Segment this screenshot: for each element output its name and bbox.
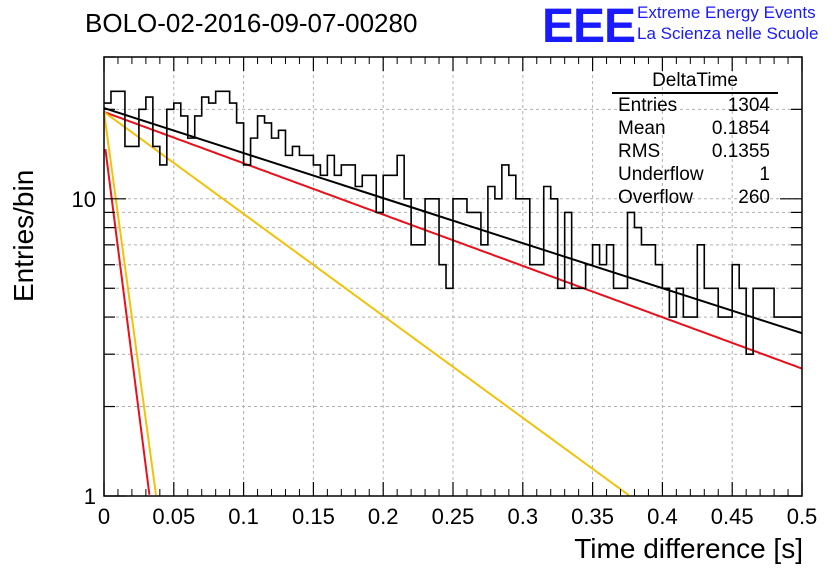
stats-label: Overflow [618,187,693,208]
fit-curve [103,111,157,496]
x-tick-label: 0 [98,504,110,529]
x-tick-label: 0.35 [571,504,614,529]
stats-row-overflow: Overflow 260 [612,186,778,209]
x-tick-label: 0.3 [508,504,539,529]
fit-curve [104,148,151,495]
run-title: BOLO-02-2016-09-07-00280 [85,8,418,38]
stats-value: 1 [759,164,770,185]
y-axis-label: Entries/bin [8,169,39,302]
stats-label: Underflow [618,164,704,185]
stats-value: 0.1854 [711,118,770,139]
stats-value: 1304 [727,95,770,116]
stats-row-mean: Mean 0.1854 [612,117,778,140]
x-tick-label: 0.15 [292,504,335,529]
x-tick-label: 0.5 [787,504,818,529]
fit-curve [103,111,630,497]
x-tick-label: 0.2 [368,504,399,529]
x-tick-label: 0.05 [152,504,195,529]
stats-value: 260 [738,187,770,208]
histogram-outline [104,90,802,355]
stats-row-rms: RMS 0.1355 [612,140,778,163]
eee-logo: EEE [542,0,636,53]
stats-value: 0.1355 [711,141,770,162]
stats-title: DeltaTime [612,70,778,94]
stats-box: DeltaTime Entries 1304 Mean 0.1854 RMS 0… [612,70,778,209]
eee-logo-line1: Extreme Energy Events [637,3,816,22]
stats-row-entries: Entries 1304 [612,94,778,117]
stats-row-underflow: Underflow 1 [612,163,778,186]
x-tick-label: 0.4 [647,504,678,529]
stats-label: Entries [618,95,678,116]
x-tick-label: 0.25 [432,504,475,529]
stats-label: RMS [618,141,661,162]
x-tick-label: 0.45 [711,504,754,529]
axis-ticks [103,56,803,497]
x-tick-label: 0.1 [228,504,259,529]
axis-tick-labels: 0 0.05 0.1 0.15 0.2 0.25 0.3 0.35 0.4 0.45 0.5 1 10 [72,187,818,529]
y-tick-label: 10 [72,187,96,212]
stats-label: Mean [618,118,666,139]
histogram-bars [104,90,802,355]
x-axis-label: Time difference [s] [574,533,803,564]
eee-logo-line2: La Scienza nelle Scuole [637,24,819,43]
y-tick-label: 1 [84,484,96,509]
